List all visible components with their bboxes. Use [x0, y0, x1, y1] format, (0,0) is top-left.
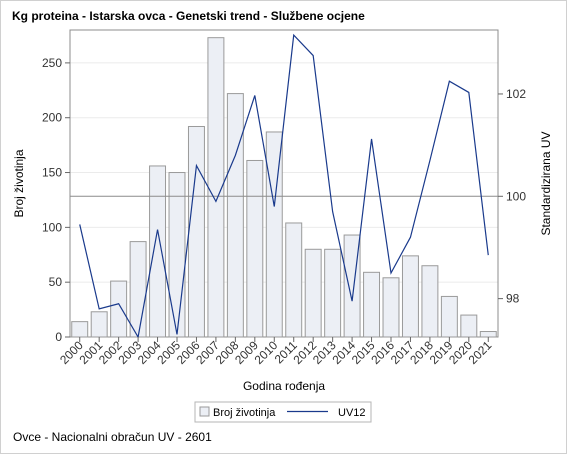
chart-title: Kg proteina - Istarska ovca - Genetski t… [12, 9, 365, 23]
bar [460, 314, 478, 338]
bar [149, 165, 167, 338]
left-tick-label: 0 [55, 330, 62, 344]
legend-bar-swatch [199, 406, 210, 417]
x-axis-label: Godina rođenja [243, 379, 325, 393]
bar [187, 125, 205, 338]
bar [110, 280, 128, 338]
plot-area [69, 29, 499, 338]
left-tick-label: 200 [42, 111, 62, 125]
right-axis: 98 100 102 [498, 87, 526, 306]
bar [129, 241, 147, 338]
left-tick-label: 100 [42, 220, 62, 234]
bars-layer [71, 37, 497, 338]
bar [479, 331, 497, 338]
bar [71, 321, 89, 338]
left-tick-label: 150 [42, 166, 62, 180]
legend-bar-label: Broj životinja [213, 407, 276, 419]
x-tick-label: 2021 [466, 338, 495, 367]
left-tick-label: 50 [49, 275, 63, 289]
bar [246, 159, 264, 338]
bar [285, 222, 303, 338]
right-tick-label: 100 [506, 189, 526, 203]
bar [382, 277, 400, 338]
bar [304, 248, 322, 338]
x-axis: 2000200120022003200420052006200720082009… [57, 337, 495, 367]
bar [401, 255, 419, 338]
left-axis: 0 50 100 150 200 250 [42, 56, 70, 344]
bar [90, 311, 108, 338]
left-tick-label: 250 [42, 56, 62, 70]
right-tick-label: 98 [506, 292, 520, 306]
legend-box [194, 401, 372, 423]
bar [363, 271, 381, 338]
y-axis-label-right: Standardizirana UV [539, 131, 553, 235]
uv12-line [79, 33, 489, 339]
bar [265, 131, 283, 338]
y-axis-label-left: Broj životinja [12, 149, 26, 217]
bar [226, 93, 244, 338]
bar [440, 295, 458, 338]
bar [421, 265, 439, 338]
legend-line-label: UV12 [338, 407, 366, 419]
legend: Broj životinja UV12 [194, 401, 372, 423]
right-tick-label: 102 [506, 87, 526, 101]
bar [324, 248, 342, 338]
bar [168, 172, 186, 338]
chart-footnote: Ovce - Nacionalni obračun UV - 2601 [13, 430, 212, 444]
